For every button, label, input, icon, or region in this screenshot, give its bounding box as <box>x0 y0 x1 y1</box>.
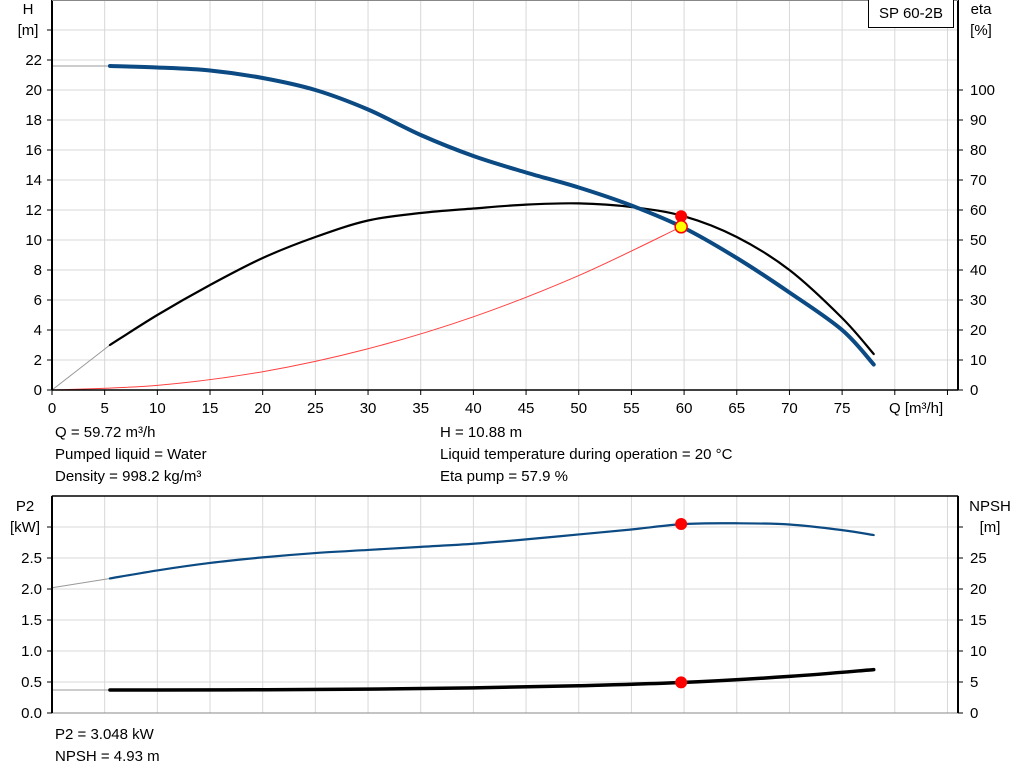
liquid-readout: Pumped liquid = Water <box>55 446 207 463</box>
p2-tick-label: 0.5 <box>21 674 42 691</box>
q-tick-label: 40 <box>465 400 482 417</box>
h-tick-label: 12 <box>25 202 42 219</box>
q-tick-label: 55 <box>623 400 640 417</box>
p2-tick-label: 0.0 <box>21 705 42 722</box>
q-tick-label: 45 <box>518 400 535 417</box>
bottom-info: P2 = 3.048 kW NPSH = 4.93 m <box>55 724 160 768</box>
head-curve <box>107 64 876 367</box>
p2-tick-label: 1.0 <box>21 643 42 660</box>
product-label: SP 60-2B <box>868 0 954 28</box>
p2-tick-label: 1.5 <box>21 612 42 629</box>
eta-axis-title: eta <box>971 1 993 18</box>
h-tick-label: 16 <box>25 142 42 159</box>
npsh-tick-label: 15 <box>970 612 987 629</box>
h-tick-label: 14 <box>25 172 42 189</box>
npsh-duty-point <box>675 676 688 689</box>
eta-tick-label: 30 <box>970 292 987 309</box>
h-tick-label: 2 <box>34 352 42 369</box>
bottom-grid <box>52 496 958 713</box>
eta-tick-label: 0 <box>970 382 978 399</box>
npsh-axis-title: NPSH <box>969 498 1011 515</box>
q-tick-label: 70 <box>781 400 798 417</box>
q-tick-label: 75 <box>834 400 851 417</box>
eta-tick-label: 20 <box>970 322 987 339</box>
p2-duty-point <box>675 518 688 531</box>
q-tick-label: 35 <box>412 400 429 417</box>
q-tick-label: 5 <box>101 400 109 417</box>
q-tick-label: 65 <box>728 400 745 417</box>
q-tick-label: 50 <box>570 400 587 417</box>
q-tick-label: 60 <box>676 400 693 417</box>
eta-tick-label: 80 <box>970 142 987 159</box>
eta-tick-label: 60 <box>970 202 987 219</box>
eta-readout: Eta pump = 57.9 % <box>440 468 568 485</box>
h-tick-label: 4 <box>34 322 42 339</box>
p2-curve <box>108 522 875 580</box>
temperature-readout: Liquid temperature during operation = 20… <box>440 446 733 463</box>
eta-duty-point <box>675 210 688 223</box>
top-info-left: Q = 59.72 m³/h Pumped liquid = Water Den… <box>55 422 207 488</box>
h-tick-label: 20 <box>25 82 42 99</box>
q-tick-label: 15 <box>202 400 219 417</box>
flow-readout: Q = 59.72 m³/h <box>55 424 156 441</box>
h-tick-label: 10 <box>25 232 42 249</box>
axes <box>47 0 963 714</box>
eta-curve-extrapolated <box>51 344 111 391</box>
npsh-tick-label: 25 <box>970 550 987 567</box>
p2-axis-unit: [kW] <box>10 519 40 536</box>
q-tick-label: 20 <box>254 400 271 417</box>
q-tick-label: 30 <box>360 400 377 417</box>
h-tick-label: 6 <box>34 292 42 309</box>
system-curve <box>51 226 682 391</box>
npsh-curve <box>108 667 876 692</box>
eta-tick-label: 50 <box>970 232 987 249</box>
eta-tick-label: 70 <box>970 172 987 189</box>
h-axis-unit: [m] <box>18 22 39 39</box>
npsh-tick-label: 0 <box>970 705 978 722</box>
h-axis-title: H <box>23 1 34 18</box>
top-info-right: H = 10.88 m Liquid temperature during op… <box>440 422 732 488</box>
eta-axis-unit: [%] <box>970 22 992 39</box>
eta-tick-label: 10 <box>970 352 987 369</box>
npsh-axis-unit: [m] <box>980 519 1001 536</box>
npsh-tick-label: 5 <box>970 674 978 691</box>
h-tick-label: 0 <box>34 382 42 399</box>
npsh-readout: NPSH = 4.93 m <box>55 748 160 765</box>
head-readout: H = 10.88 m <box>440 424 523 441</box>
q-axis-title: Q [m³/h] <box>889 400 943 417</box>
eta-curve <box>108 202 875 356</box>
h-tick-label: 8 <box>34 262 42 279</box>
tick-labels: 0 5 10 15 20 25 30 35 40 45 50 55 60 65 70 75 Q [m³/h]02… <box>10 1 1011 722</box>
density-readout: Density = 998.2 kg/m³ <box>55 468 202 485</box>
eta-tick-label: 40 <box>970 262 987 279</box>
p2-axis-title: P2 <box>16 498 34 515</box>
q-tick-label: 10 <box>149 400 166 417</box>
npsh-tick-label: 10 <box>970 643 987 660</box>
q-tick-label: 0 <box>48 400 56 417</box>
h-tick-label: 22 <box>25 52 42 69</box>
npsh-tick-label: 20 <box>970 581 987 598</box>
h-tick-label: 18 <box>25 112 42 129</box>
eta-tick-label: 100 <box>970 82 995 99</box>
p2-curve-extrapolated <box>51 577 111 589</box>
head-duty-point <box>674 220 688 234</box>
p2-readout: P2 = 3.048 kW <box>55 726 154 743</box>
q-tick-label: 25 <box>307 400 324 417</box>
curves <box>51 64 876 692</box>
p2-tick-label: 2.0 <box>21 581 42 598</box>
p2-tick-label: 2.5 <box>21 550 42 567</box>
top-grid <box>52 0 958 390</box>
eta-tick-label: 90 <box>970 112 987 129</box>
